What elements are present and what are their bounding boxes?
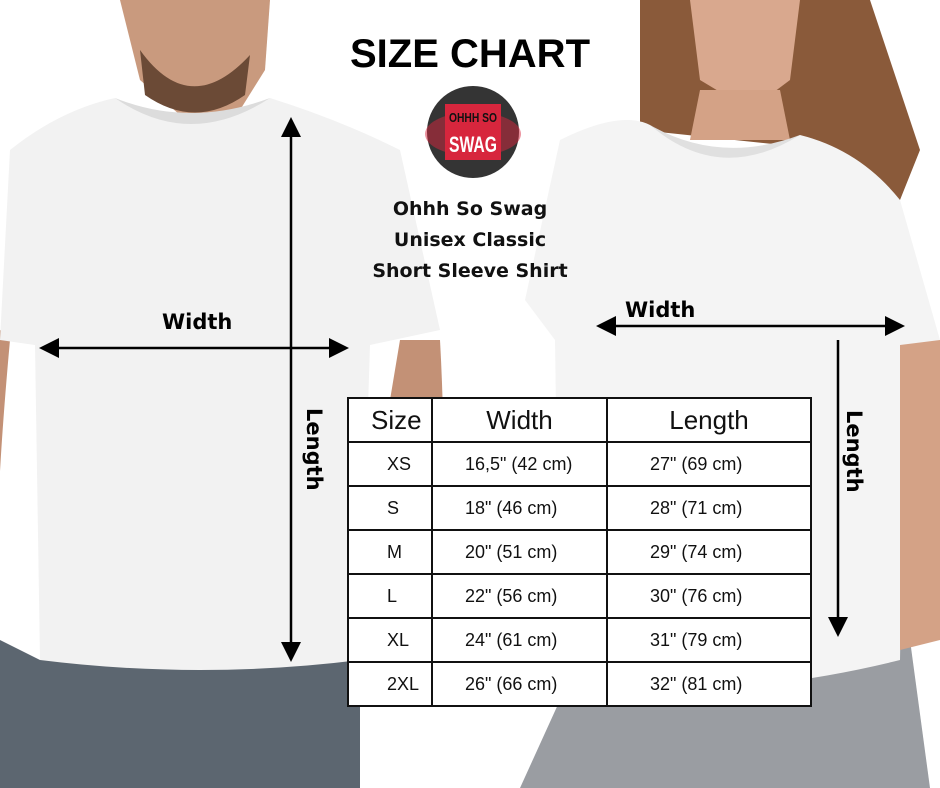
header-size: Size xyxy=(347,397,433,443)
header-length: Length xyxy=(606,397,812,443)
cell-width: 18" (46 cm) xyxy=(431,485,608,531)
male-model xyxy=(0,0,444,788)
cell-length: 32" (81 cm) xyxy=(606,661,812,707)
women-length-label: Length xyxy=(842,410,866,493)
product-line-1: Ohhh So Swag xyxy=(392,198,548,220)
cell-length: 31" (79 cm) xyxy=(606,617,812,663)
cell-length: 30" (76 cm) xyxy=(606,573,812,619)
table-row: L 22" (56 cm) 30" (76 cm) xyxy=(347,573,812,619)
men-width-label: Width xyxy=(162,310,233,334)
cell-length: 29" (74 cm) xyxy=(606,529,812,575)
cell-width: 24" (61 cm) xyxy=(431,617,608,663)
size-table: Size Width Length XS 16,5" (42 cm) 27" (… xyxy=(347,397,812,707)
svg-text:OHHH SO: OHHH SO xyxy=(449,110,497,125)
header-width: Width xyxy=(431,397,608,443)
cell-size: L xyxy=(347,573,433,619)
cell-length: 27" (69 cm) xyxy=(606,441,812,487)
table-header-row: Size Width Length xyxy=(347,397,812,443)
cell-size: 2XL xyxy=(347,661,433,707)
cell-width: 20" (51 cm) xyxy=(431,529,608,575)
table-row: XS 16,5" (42 cm) 27" (69 cm) xyxy=(347,441,812,487)
product-line-2: Unisex Classic xyxy=(393,229,547,251)
cell-width: 22" (56 cm) xyxy=(431,573,608,619)
cell-size: M xyxy=(347,529,433,575)
table-row: M 20" (51 cm) 29" (74 cm) xyxy=(347,529,812,575)
table-row: 2XL 26" (66 cm) 32" (81 cm) xyxy=(347,661,812,707)
table-row: XL 24" (61 cm) 31" (79 cm) xyxy=(347,617,812,663)
cell-size: XS xyxy=(347,441,433,487)
cell-width: 26" (66 cm) xyxy=(431,661,608,707)
product-description: Ohhh So Swag Unisex Classic Short Sleeve… xyxy=(340,194,600,287)
page-title: SIZE CHART xyxy=(350,32,590,76)
brand-logo: OHHH SO SWAG xyxy=(425,82,521,182)
product-line-3: Short Sleeve Shirt xyxy=(372,260,568,282)
table-row: S 18" (46 cm) 28" (71 cm) xyxy=(347,485,812,531)
cell-size: S xyxy=(347,485,433,531)
cell-width: 16,5" (42 cm) xyxy=(431,441,608,487)
svg-text:SWAG: SWAG xyxy=(449,132,497,157)
men-length-label: Length xyxy=(302,408,326,491)
cell-length: 28" (71 cm) xyxy=(606,485,812,531)
women-width-label: Width xyxy=(625,298,696,322)
cell-size: XL xyxy=(347,617,433,663)
